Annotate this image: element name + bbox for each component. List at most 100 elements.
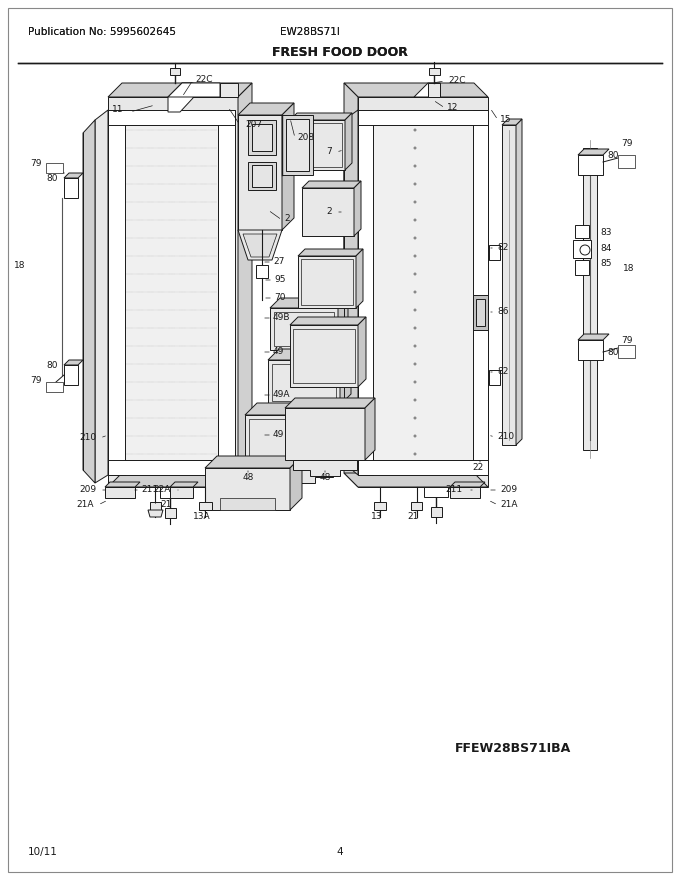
Text: EW28BS71I: EW28BS71I	[280, 27, 340, 37]
Text: 2: 2	[326, 207, 332, 216]
Polygon shape	[578, 334, 609, 340]
Text: 85: 85	[600, 259, 611, 268]
Text: 15: 15	[500, 114, 511, 123]
Polygon shape	[150, 502, 161, 510]
Polygon shape	[285, 408, 365, 460]
Polygon shape	[64, 360, 83, 365]
Circle shape	[413, 399, 416, 401]
Polygon shape	[270, 308, 338, 350]
Polygon shape	[340, 349, 351, 405]
Polygon shape	[286, 119, 309, 171]
Text: 79: 79	[31, 376, 42, 385]
Polygon shape	[245, 415, 343, 467]
Polygon shape	[358, 110, 373, 475]
Circle shape	[413, 435, 416, 437]
Text: 4: 4	[337, 847, 343, 857]
Polygon shape	[238, 83, 252, 487]
Polygon shape	[64, 173, 83, 178]
Polygon shape	[358, 317, 366, 387]
Text: 12: 12	[447, 102, 458, 112]
Text: 2: 2	[284, 214, 290, 223]
Polygon shape	[290, 113, 352, 120]
Polygon shape	[238, 115, 282, 230]
Polygon shape	[476, 299, 485, 326]
Text: 95: 95	[274, 275, 286, 283]
Text: Publication No: 5995602645: Publication No: 5995602645	[28, 27, 176, 37]
Text: 49B: 49B	[273, 312, 290, 321]
Polygon shape	[298, 256, 356, 308]
Polygon shape	[95, 110, 108, 483]
Polygon shape	[489, 370, 500, 385]
Polygon shape	[502, 119, 522, 125]
Polygon shape	[168, 83, 193, 112]
Polygon shape	[220, 83, 238, 97]
Polygon shape	[285, 398, 375, 408]
Polygon shape	[290, 456, 302, 510]
Text: 7: 7	[326, 146, 332, 156]
Polygon shape	[270, 298, 348, 308]
Circle shape	[413, 254, 416, 258]
Text: 11: 11	[112, 105, 123, 114]
Text: 82: 82	[497, 366, 509, 376]
Text: 49A: 49A	[273, 390, 290, 399]
Polygon shape	[344, 83, 358, 487]
Polygon shape	[516, 119, 522, 445]
Polygon shape	[170, 487, 193, 498]
Text: 209: 209	[79, 485, 96, 494]
Polygon shape	[431, 507, 442, 517]
Polygon shape	[249, 419, 339, 463]
Text: 21: 21	[160, 500, 171, 509]
Text: 27: 27	[273, 256, 284, 266]
Polygon shape	[618, 155, 635, 168]
Text: 210: 210	[79, 432, 96, 442]
Polygon shape	[256, 265, 268, 278]
Text: 79: 79	[621, 335, 632, 344]
Text: 209: 209	[500, 485, 517, 494]
Polygon shape	[302, 181, 361, 188]
Polygon shape	[83, 120, 95, 483]
Circle shape	[413, 290, 416, 294]
Circle shape	[413, 416, 416, 420]
Polygon shape	[268, 360, 340, 405]
Polygon shape	[473, 110, 488, 475]
Polygon shape	[575, 225, 589, 238]
Polygon shape	[252, 124, 272, 151]
Text: 211: 211	[445, 485, 462, 494]
Polygon shape	[290, 120, 345, 170]
Polygon shape	[450, 487, 480, 498]
Text: 80: 80	[46, 361, 58, 370]
Polygon shape	[573, 240, 591, 258]
Polygon shape	[272, 364, 336, 401]
Text: 207: 207	[245, 120, 262, 128]
Polygon shape	[411, 502, 422, 510]
Polygon shape	[170, 482, 198, 487]
Text: 86: 86	[497, 306, 509, 316]
Circle shape	[413, 146, 416, 150]
Text: 22C: 22C	[448, 76, 466, 84]
Text: FFEW28BS71IBA: FFEW28BS71IBA	[455, 742, 571, 754]
Circle shape	[413, 128, 416, 131]
Text: 22C: 22C	[195, 75, 213, 84]
Polygon shape	[268, 349, 351, 360]
Polygon shape	[46, 163, 63, 173]
Text: 208: 208	[297, 133, 314, 142]
Text: 84: 84	[600, 244, 611, 253]
Polygon shape	[578, 155, 603, 175]
Text: 10/11: 10/11	[28, 847, 58, 857]
Text: Publication No: 5995602645: Publication No: 5995602645	[28, 27, 176, 37]
Text: 22A: 22A	[154, 485, 171, 494]
Polygon shape	[255, 467, 333, 483]
Polygon shape	[108, 97, 238, 487]
Polygon shape	[220, 498, 275, 510]
Polygon shape	[199, 502, 212, 510]
Polygon shape	[108, 460, 235, 475]
Polygon shape	[502, 125, 516, 445]
Text: EW28BS71I: EW28BS71I	[280, 27, 340, 37]
Polygon shape	[429, 68, 440, 75]
Text: 13A: 13A	[193, 511, 211, 520]
Polygon shape	[450, 482, 485, 487]
Text: FRESH FOOD DOOR: FRESH FOOD DOOR	[272, 46, 408, 58]
Polygon shape	[302, 188, 354, 236]
Polygon shape	[583, 148, 597, 450]
Text: 80: 80	[607, 150, 619, 159]
